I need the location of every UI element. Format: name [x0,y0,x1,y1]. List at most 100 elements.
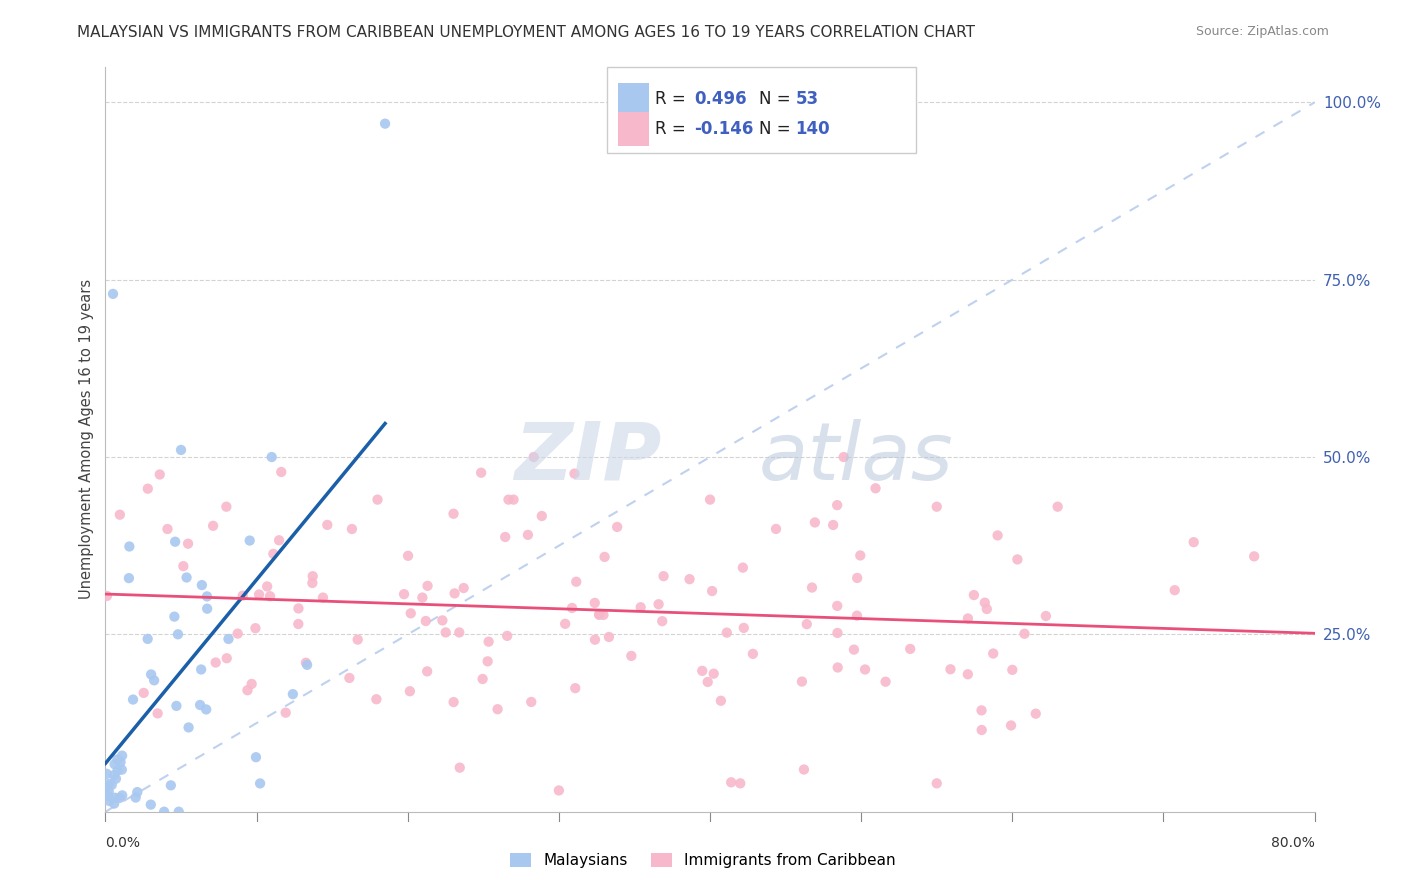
Point [108,791,131,805]
Point [374,117,396,131]
Point [176,570,198,584]
Point [796,617,818,632]
Point [249,776,271,790]
Point [215,651,238,665]
Point [204,656,226,670]
Point [471,672,494,686]
Text: MALAYSIAN VS IMMIGRANTS FROM CARIBBEAN UNEMPLOYMENT AMONG AGES 16 TO 19 YEARS CO: MALAYSIAN VS IMMIGRANTS FROM CARIBBEAN U… [77,25,976,40]
Point [104,790,127,805]
Point [239,533,262,548]
Point [247,587,270,601]
Point [124,790,148,805]
Point [1182,535,1205,549]
Point [703,666,725,681]
Point [97,789,120,804]
Point [827,660,849,674]
Y-axis label: Unemployment Among Ages 16 to 19 years: Unemployment Among Ages 16 to 19 years [79,279,94,599]
Point [118,540,141,554]
Point [741,647,763,661]
Point [256,579,278,593]
Point [523,450,546,464]
Text: 53: 53 [796,90,818,109]
Point [651,614,673,628]
Point [122,692,145,706]
Point [411,591,433,605]
Point [217,632,239,646]
Point [588,607,610,622]
Point [97,784,120,798]
Point [548,783,571,797]
Point [956,611,979,625]
Point [96,589,118,603]
Point [96,767,118,781]
Point [647,597,669,611]
Point [1035,609,1057,624]
Point [416,665,439,679]
Point [108,508,131,522]
Point [177,536,200,550]
Point [564,681,586,695]
Point [1007,552,1029,566]
Point [565,574,588,589]
Point [970,723,993,737]
Point [149,467,172,482]
Point [262,547,284,561]
Point [415,614,437,628]
Point [104,757,127,772]
Point [101,286,124,301]
Text: 0.496: 0.496 [695,90,747,109]
Point [846,571,869,585]
Point [498,492,520,507]
Text: 0.0%: 0.0% [105,836,141,850]
Point [366,692,388,706]
Point [165,534,187,549]
Point [825,498,848,512]
Point [720,775,742,789]
Point [520,695,543,709]
Point [502,492,524,507]
Point [825,599,848,613]
Text: R =: R = [655,90,692,109]
Point [592,607,614,622]
Point [1025,706,1047,721]
Point [111,789,134,803]
Point [340,522,363,536]
Point [925,500,948,514]
Point [104,772,127,786]
Point [202,518,225,533]
Point [190,663,212,677]
Point [1046,500,1069,514]
Point [530,508,553,523]
Point [494,530,516,544]
Point [98,794,121,808]
Point [366,492,388,507]
Point [823,518,845,533]
Text: R =: R = [655,120,692,137]
Point [416,579,439,593]
Point [191,578,214,592]
Point [449,761,471,775]
Point [103,768,125,782]
Point [105,752,128,766]
Point [432,614,454,628]
Point [396,549,419,563]
Point [793,763,815,777]
Point [583,596,606,610]
Point [630,600,652,615]
Point [516,528,538,542]
Point [260,450,283,464]
Point [716,625,738,640]
Point [177,721,200,735]
Point [925,776,948,790]
Point [259,589,281,603]
Point [136,632,159,646]
Point [301,569,323,583]
Point [287,617,309,632]
Point [554,616,576,631]
Point [939,662,962,676]
Point [981,647,1004,661]
Text: atlas: atlas [758,419,953,497]
Point [143,673,166,688]
Point [875,674,897,689]
Point [699,492,721,507]
